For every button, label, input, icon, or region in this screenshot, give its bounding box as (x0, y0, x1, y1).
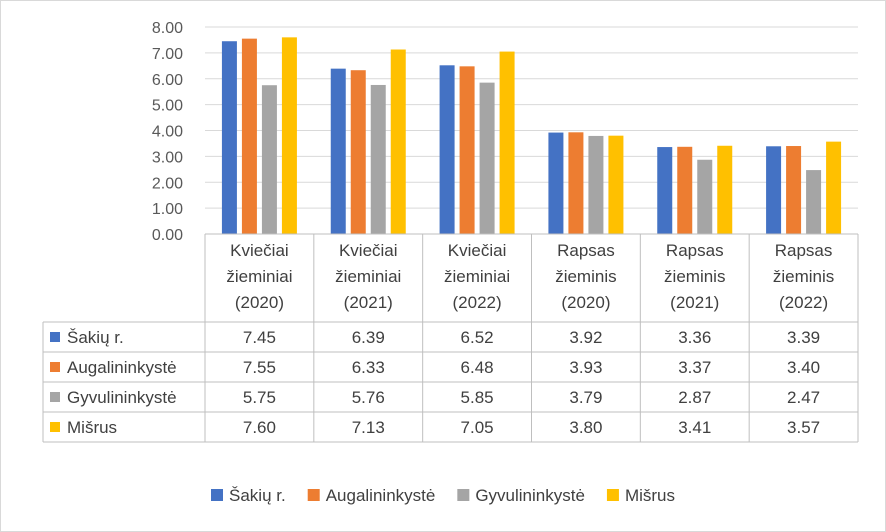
bar[interactable] (826, 141, 842, 234)
category-label: žieminiai (335, 267, 401, 286)
bar[interactable] (568, 132, 584, 234)
data-label: 6.52 (461, 328, 494, 347)
category-label: (2021) (344, 293, 393, 312)
data-label: 7.45 (243, 328, 276, 347)
bar[interactable] (608, 135, 624, 234)
category-label: (2022) (779, 293, 828, 312)
bar[interactable] (766, 146, 782, 234)
table-row-label: Mišrus (67, 418, 117, 437)
data-label: 5.76 (352, 388, 385, 407)
data-label: 7.60 (243, 418, 276, 437)
data-label: 3.79 (569, 388, 602, 407)
data-label: 3.36 (678, 328, 711, 347)
y-tick-label: 4.00 (152, 124, 183, 141)
legend-swatch (606, 489, 619, 501)
legend-label: Gyvulininkystė (475, 486, 585, 505)
y-tick-label: 1.00 (152, 201, 183, 218)
table-legend-key (50, 332, 60, 342)
y-tick-label: 0.00 (152, 227, 183, 244)
category-label: žieminis (664, 267, 725, 286)
table-row-label: Gyvulininkystė (67, 388, 177, 407)
legend-label: Mišrus (625, 486, 675, 505)
data-label: 3.39 (787, 328, 820, 347)
bar[interactable] (281, 37, 297, 234)
legend-swatch (307, 489, 320, 501)
data-label: 6.39 (352, 328, 385, 347)
data-label: 7.05 (461, 418, 494, 437)
bar[interactable] (806, 170, 822, 234)
y-tick-label: 3.00 (152, 149, 183, 166)
category-label: (2020) (561, 293, 610, 312)
category-label: Kviečiai (339, 241, 398, 260)
data-label: 3.40 (787, 358, 820, 377)
category-label: Rapsas (666, 241, 724, 260)
category-label: (2021) (670, 293, 719, 312)
bar[interactable] (350, 70, 366, 235)
legend-label: Augalininkystė (326, 486, 436, 505)
bar[interactable] (261, 85, 277, 234)
category-label: (2020) (235, 293, 284, 312)
bar[interactable] (221, 41, 237, 235)
bar[interactable] (548, 132, 564, 234)
bar[interactable] (439, 65, 455, 234)
data-label: 7.13 (352, 418, 385, 437)
data-label: 3.92 (569, 328, 602, 347)
data-label: 6.33 (352, 358, 385, 377)
bar[interactable] (390, 49, 406, 235)
bar[interactable] (717, 145, 733, 234)
data-label: 5.85 (461, 388, 494, 407)
legend-swatch (211, 489, 223, 501)
bar[interactable] (588, 135, 604, 234)
y-tick-label: 2.00 (152, 175, 183, 192)
bar[interactable] (677, 146, 693, 234)
table-legend-key (50, 422, 60, 432)
table-row-label: Šakių r. (67, 328, 124, 347)
data-label: 5.75 (243, 388, 276, 407)
bar[interactable] (479, 82, 495, 234)
category-label: žieminiai (444, 267, 510, 286)
table-legend-key (50, 362, 60, 372)
data-label: 6.48 (461, 358, 494, 377)
bar[interactable] (697, 159, 713, 234)
category-label: (2022) (453, 293, 502, 312)
y-tick-label: 8.00 (152, 20, 183, 37)
y-tick-label: 7.00 (152, 46, 183, 63)
data-label: 2.47 (787, 388, 820, 407)
bar[interactable] (657, 147, 673, 234)
legend-swatch (457, 489, 470, 501)
bar[interactable] (370, 84, 386, 235)
bar[interactable] (459, 66, 475, 234)
data-label: 3.93 (569, 358, 602, 377)
bar[interactable] (330, 68, 346, 234)
y-tick-label: 6.00 (152, 72, 183, 89)
data-label: 2.87 (678, 388, 711, 407)
data-label: 3.41 (678, 418, 711, 437)
bar[interactable] (241, 38, 257, 234)
data-label: 3.37 (678, 358, 711, 377)
table-row-label: Augalininkystė (67, 358, 177, 377)
category-label: Rapsas (557, 241, 615, 260)
y-tick-label: 5.00 (152, 98, 183, 115)
category-label: žieminis (555, 267, 616, 286)
table-legend-key (50, 392, 60, 402)
category-label: Kviečiai (230, 241, 289, 260)
bar[interactable] (786, 146, 802, 234)
data-label: 3.57 (787, 418, 820, 437)
category-label: žieminiai (226, 267, 292, 286)
category-label: žieminis (773, 267, 834, 286)
data-label: 3.80 (569, 418, 602, 437)
category-label: Kviečiai (448, 241, 507, 260)
category-label: Rapsas (775, 241, 833, 260)
bar[interactable] (499, 51, 515, 234)
data-label: 7.55 (243, 358, 276, 377)
legend-label: Šakių r. (229, 486, 286, 505)
